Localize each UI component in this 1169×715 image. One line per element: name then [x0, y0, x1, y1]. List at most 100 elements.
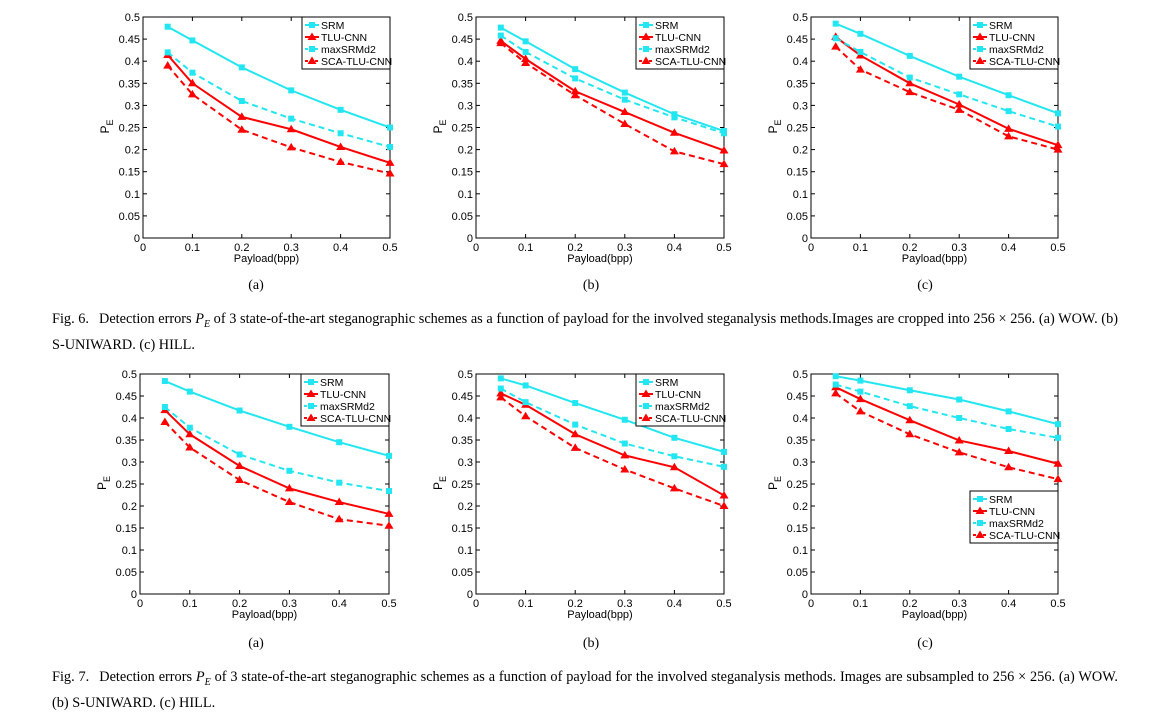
- x-tick-label: 0.4: [333, 242, 348, 254]
- data-point: [956, 91, 963, 98]
- data-point: [719, 501, 729, 509]
- y-tick-label: 0.5: [793, 369, 808, 381]
- legend-marker: [977, 520, 983, 526]
- x-axis-label: Payload(bpp): [232, 609, 297, 621]
- data-point: [570, 90, 580, 99]
- series-maxSRMd2: [832, 35, 1061, 130]
- data-point: [387, 143, 393, 150]
- data-point: [857, 377, 864, 384]
- series-line: [500, 40, 725, 152]
- x-tick-label: 0.5: [381, 598, 396, 610]
- y-tick-label: 0.25: [787, 123, 808, 135]
- data-point: [831, 388, 841, 397]
- legend-marker: [307, 32, 317, 40]
- data-point: [832, 381, 839, 388]
- data-point: [284, 497, 294, 506]
- legend-marker: [308, 403, 314, 409]
- x-tick-label: 0.3: [282, 598, 297, 610]
- legend-marker: [306, 413, 316, 421]
- y-tick-label: 0.3: [125, 100, 140, 112]
- series-line: [164, 409, 390, 515]
- legend-label: TLU-CNN: [320, 389, 366, 401]
- y-tick-label: 0.15: [119, 167, 140, 179]
- data-point: [235, 475, 245, 484]
- x-tick-label: 0.5: [382, 242, 397, 254]
- data-point: [570, 429, 580, 438]
- x-tick-label: 0.3: [617, 598, 632, 610]
- plot-area: [810, 373, 1059, 595]
- series-line: [500, 42, 725, 166]
- x-tick-label: 0: [473, 598, 479, 610]
- series-line: [166, 54, 391, 164]
- y-tick-label: 0.45: [787, 34, 808, 46]
- data-point: [187, 78, 197, 87]
- x-tick-label: 0.5: [716, 242, 731, 254]
- y-tick-label: 0.3: [122, 457, 137, 469]
- y-axis-label-subscript: E: [105, 119, 115, 125]
- data-point: [1053, 145, 1063, 153]
- panel-label-6a: (a): [248, 278, 264, 293]
- data-point: [497, 32, 504, 39]
- data-point: [497, 24, 504, 31]
- data-point: [238, 64, 245, 71]
- chart-2: 0 0.05 0.1 0.15 0.2 0.25 0.3 0.35 0.4 0.45 0.5 0 0.1…: [766, 12, 1066, 265]
- series-line: [500, 26, 725, 132]
- y-tick-label: 0.25: [787, 479, 808, 491]
- x-tick-label: 0.3: [952, 598, 967, 610]
- series-SRM: [161, 378, 392, 459]
- data-point: [719, 159, 729, 168]
- caption-subscript: E: [203, 318, 211, 330]
- data-point: [721, 463, 727, 470]
- chart-1: 0 0.05 0.1 0.15 0.2 0.25 0.3 0.35 0.4 0.45 0.5 0 0.1…: [431, 12, 732, 265]
- series-line: [167, 51, 391, 148]
- data-point: [387, 124, 393, 131]
- legend-label: TLU-CNN: [321, 32, 367, 44]
- data-point: [336, 479, 343, 486]
- y-axis-label: PE: [766, 119, 783, 133]
- data-point: [620, 450, 630, 459]
- data-point: [1053, 459, 1063, 467]
- data-point: [186, 388, 193, 395]
- x-tick-label: 0: [140, 242, 146, 254]
- legend-label: SRM: [989, 494, 1012, 506]
- data-point: [189, 69, 196, 76]
- data-point: [956, 73, 963, 80]
- legend-label: maxSRMd2: [655, 401, 710, 413]
- y-tick-label: 0.05: [452, 211, 473, 223]
- y-tick-label: 0.4: [458, 56, 473, 68]
- series-line: [500, 396, 725, 507]
- series-line: [835, 36, 1059, 147]
- y-tick-label: 0.45: [452, 391, 473, 403]
- data-point: [906, 387, 913, 394]
- y-tick-label: 0.25: [116, 479, 137, 491]
- legend-label: TLU-CNN: [655, 32, 701, 44]
- data-point: [1004, 462, 1014, 471]
- series-line: [835, 45, 1059, 151]
- data-point: [386, 488, 392, 495]
- y-tick-label: 0.05: [119, 211, 140, 223]
- y-tick-label: 0.4: [793, 413, 808, 425]
- data-point: [621, 89, 628, 96]
- legend-label: TLU-CNN: [989, 32, 1035, 44]
- legend-label: SCA-TLU-CNN: [655, 413, 726, 425]
- data-point: [570, 443, 580, 451]
- x-axis-label: Payload(bpp): [234, 253, 299, 265]
- data-point: [160, 417, 170, 425]
- x-tick-label: 0.2: [568, 242, 583, 254]
- y-tick-label: 0.35: [452, 78, 473, 90]
- y-tick-label: 0.1: [458, 189, 473, 201]
- data-point: [1004, 124, 1014, 132]
- caption-subscript: E: [204, 676, 211, 688]
- data-point: [954, 435, 964, 444]
- x-tick-label: 0.4: [1001, 598, 1016, 610]
- panel-label-7b: (b): [582, 636, 600, 651]
- legend-label: SCA-TLU-CNN: [320, 413, 391, 425]
- x-tick-label: 0.3: [284, 242, 299, 254]
- y-tick-label: 0.4: [793, 56, 808, 68]
- series-SRM: [164, 23, 393, 131]
- y-tick-label: 0.4: [122, 413, 137, 425]
- caption-text: of 3 state-of-the-art steganographic sch…: [52, 669, 1118, 711]
- data-point: [572, 75, 579, 82]
